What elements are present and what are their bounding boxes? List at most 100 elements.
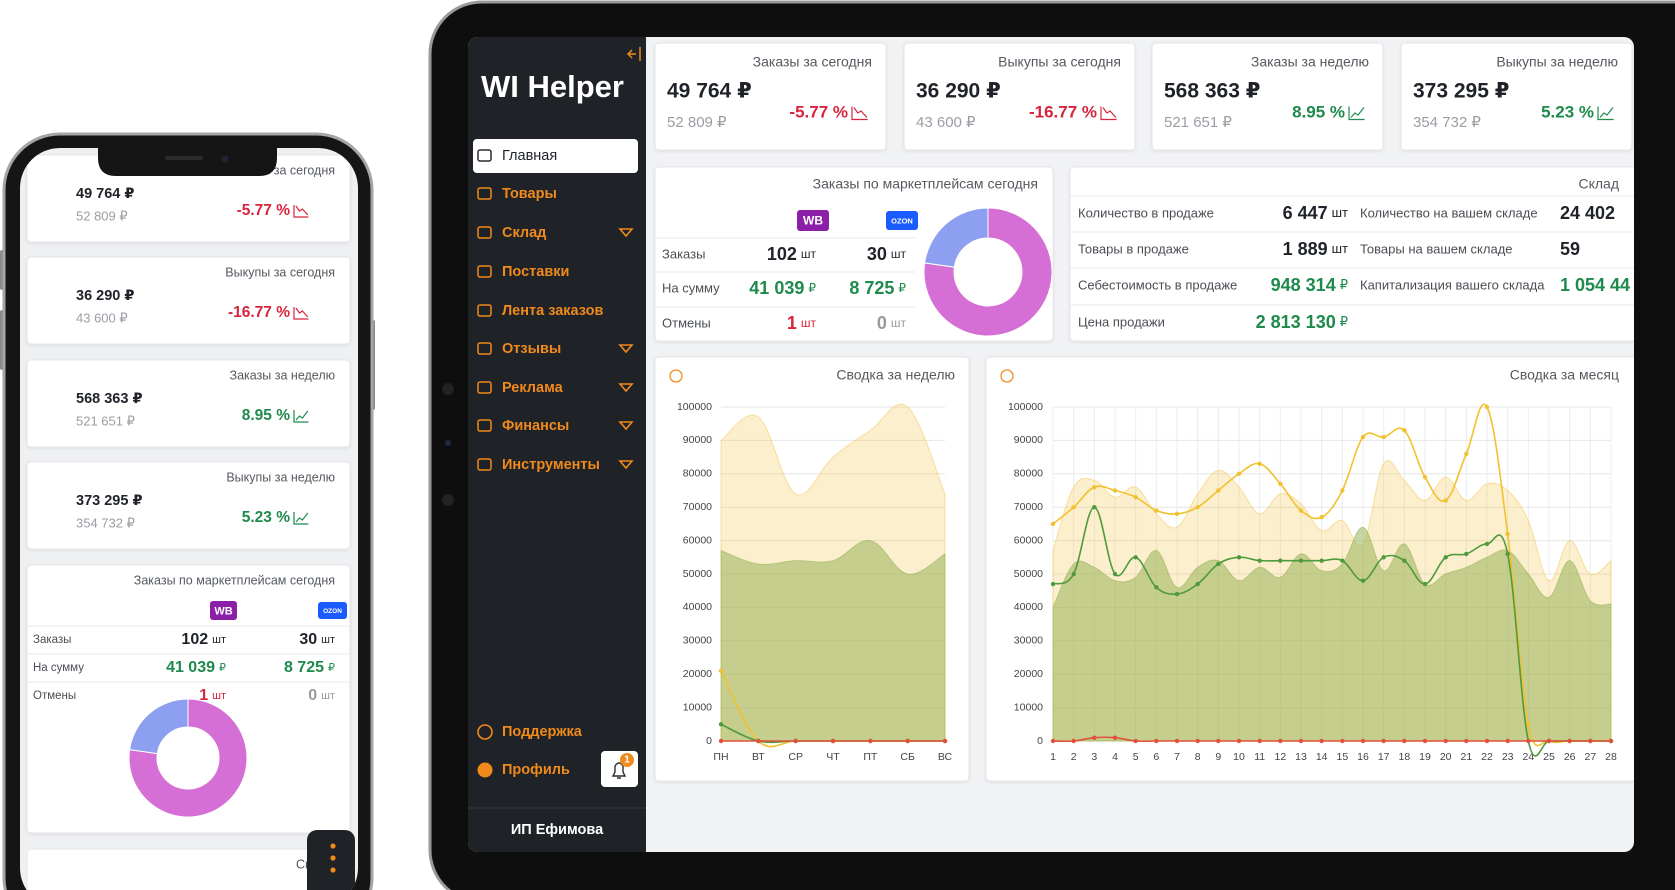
- point: [1050, 738, 1056, 744]
- kpi-change: 8.95 %: [242, 407, 290, 424]
- menu-item[interactable]: Лента заказов: [477, 303, 603, 319]
- kpi-value: 49 764 ₽: [76, 186, 134, 202]
- menu-label: Товары: [502, 186, 557, 202]
- menu-item[interactable]: Финансы: [477, 418, 634, 434]
- marketplace-value-unit: шт: [321, 690, 335, 702]
- marketplace-value-unit: шт: [801, 247, 817, 261]
- point: [1174, 591, 1180, 597]
- point: [1092, 505, 1097, 510]
- tablet-camera: [442, 494, 454, 506]
- menu-item[interactable]: Главная: [473, 139, 638, 173]
- menu-label: Финансы: [502, 418, 569, 434]
- logo: WI Helper: [481, 69, 624, 104]
- point: [1195, 581, 1200, 587]
- support-link[interactable]: Поддержка: [477, 724, 583, 740]
- marketplace-value-unit: ₽: [328, 662, 335, 674]
- point: [1484, 404, 1490, 410]
- marketplaces-title: Заказы по маркетплейсам сегодня: [134, 573, 335, 587]
- kpi-title: Выкупы за сегодня: [998, 54, 1121, 70]
- x-tick-label: ПТ: [863, 751, 878, 763]
- marketplace-value-value: 102: [767, 244, 797, 264]
- y-tick-label: 80000: [1014, 468, 1043, 480]
- point: [830, 738, 836, 744]
- point: [1133, 494, 1138, 500]
- kpi-value: 373 295 ₽: [1413, 80, 1509, 103]
- phone-camera: [221, 155, 229, 163]
- kpi-card: [26, 359, 351, 448]
- row-label: Отмены: [662, 315, 711, 330]
- notifications-button[interactable]: 1: [601, 751, 638, 787]
- kpi-value: 568 363 ₽: [1164, 80, 1260, 103]
- donut-segment: [129, 698, 189, 755]
- point: [1464, 738, 1469, 744]
- ozon-badge-label: OZON: [891, 216, 913, 225]
- kpi-title: Заказы за неделю: [1251, 54, 1369, 70]
- point: [1443, 498, 1448, 503]
- menu-item[interactable]: Поставки: [477, 264, 569, 280]
- trend-icon-axis: [293, 307, 309, 320]
- phone-speaker: [165, 156, 203, 160]
- trend-icon-line: [853, 107, 868, 118]
- marketplace-value-value: 1: [199, 687, 208, 704]
- y-tick-label: 90000: [1014, 434, 1043, 446]
- mobile-menu-button[interactable]: [307, 830, 355, 890]
- marketplace-value-value: 1: [787, 313, 797, 333]
- menu-label: Реклама: [502, 380, 564, 396]
- marketplace-value: 1 шт: [787, 313, 817, 333]
- submenu-arrow: [618, 383, 634, 393]
- point: [1526, 738, 1531, 744]
- menu-item[interactable]: Склад: [477, 225, 634, 241]
- menu-item[interactable]: Отзывы: [477, 341, 634, 357]
- trend-icon-line: [1599, 107, 1614, 118]
- x-tick-label: 19: [1419, 751, 1431, 763]
- point: [1484, 738, 1490, 744]
- point: [1319, 738, 1324, 744]
- marketplace-value-unit: ₽: [808, 281, 816, 295]
- collapse-button[interactable]: [626, 47, 641, 61]
- kpi-value: 373 295 ₽: [76, 493, 143, 509]
- point: [1402, 558, 1407, 563]
- marketplace-value-unit: шт: [891, 316, 907, 330]
- menu-icon: [477, 304, 492, 317]
- ozon-badge: [886, 211, 918, 230]
- menu-item[interactable]: Товары: [477, 186, 557, 202]
- marketplace-value: 0 шт: [877, 313, 907, 333]
- profile-label: Профиль: [502, 762, 570, 778]
- menu-label: Лента заказов: [502, 303, 603, 319]
- point: [1236, 471, 1242, 476]
- marketplace-value: 8 725 ₽: [849, 278, 906, 298]
- profile-link[interactable]: Профиль: [477, 762, 570, 778]
- mobile-menu-dot: [330, 867, 336, 873]
- marketplace-value: 41 039 ₽: [749, 278, 816, 298]
- point: [1133, 555, 1138, 560]
- stock-value-unit: ₽: [1340, 314, 1348, 329]
- point: [1340, 558, 1345, 563]
- y-tick-label: 30000: [683, 635, 712, 647]
- stock-value-value: 2 813 130: [1256, 312, 1336, 332]
- stock-value: 24 402: [1560, 203, 1615, 223]
- point: [1154, 738, 1159, 744]
- submenu-arrow: [618, 460, 634, 470]
- point: [1402, 428, 1407, 433]
- marketplace-value-value: 41 039: [166, 659, 215, 676]
- tablet-camera: [442, 383, 454, 395]
- area: [720, 540, 946, 742]
- marketplace-value-unit: шт: [321, 634, 335, 646]
- y-tick-label: 80000: [683, 468, 712, 480]
- menu-item[interactable]: Инструменты: [477, 457, 634, 473]
- stock-value: 1 054 44: [1560, 275, 1630, 295]
- stock-value: 1 889 шт: [1283, 239, 1348, 259]
- point: [718, 738, 724, 744]
- chart-title: Сводка за неделю: [836, 367, 955, 383]
- kpi-card: [903, 42, 1136, 151]
- x-tick-label: ЧТ: [826, 751, 840, 763]
- point: [1216, 738, 1221, 744]
- stock-label: Себестоимость в продаже: [1078, 277, 1237, 292]
- stock-label: Товары в продаже: [1078, 241, 1189, 256]
- menu-item[interactable]: Реклама: [477, 380, 634, 396]
- notification-count: 1: [624, 755, 630, 766]
- point: [1360, 434, 1366, 440]
- point: [1071, 571, 1076, 577]
- marketplace-value-unit: шт: [212, 690, 226, 702]
